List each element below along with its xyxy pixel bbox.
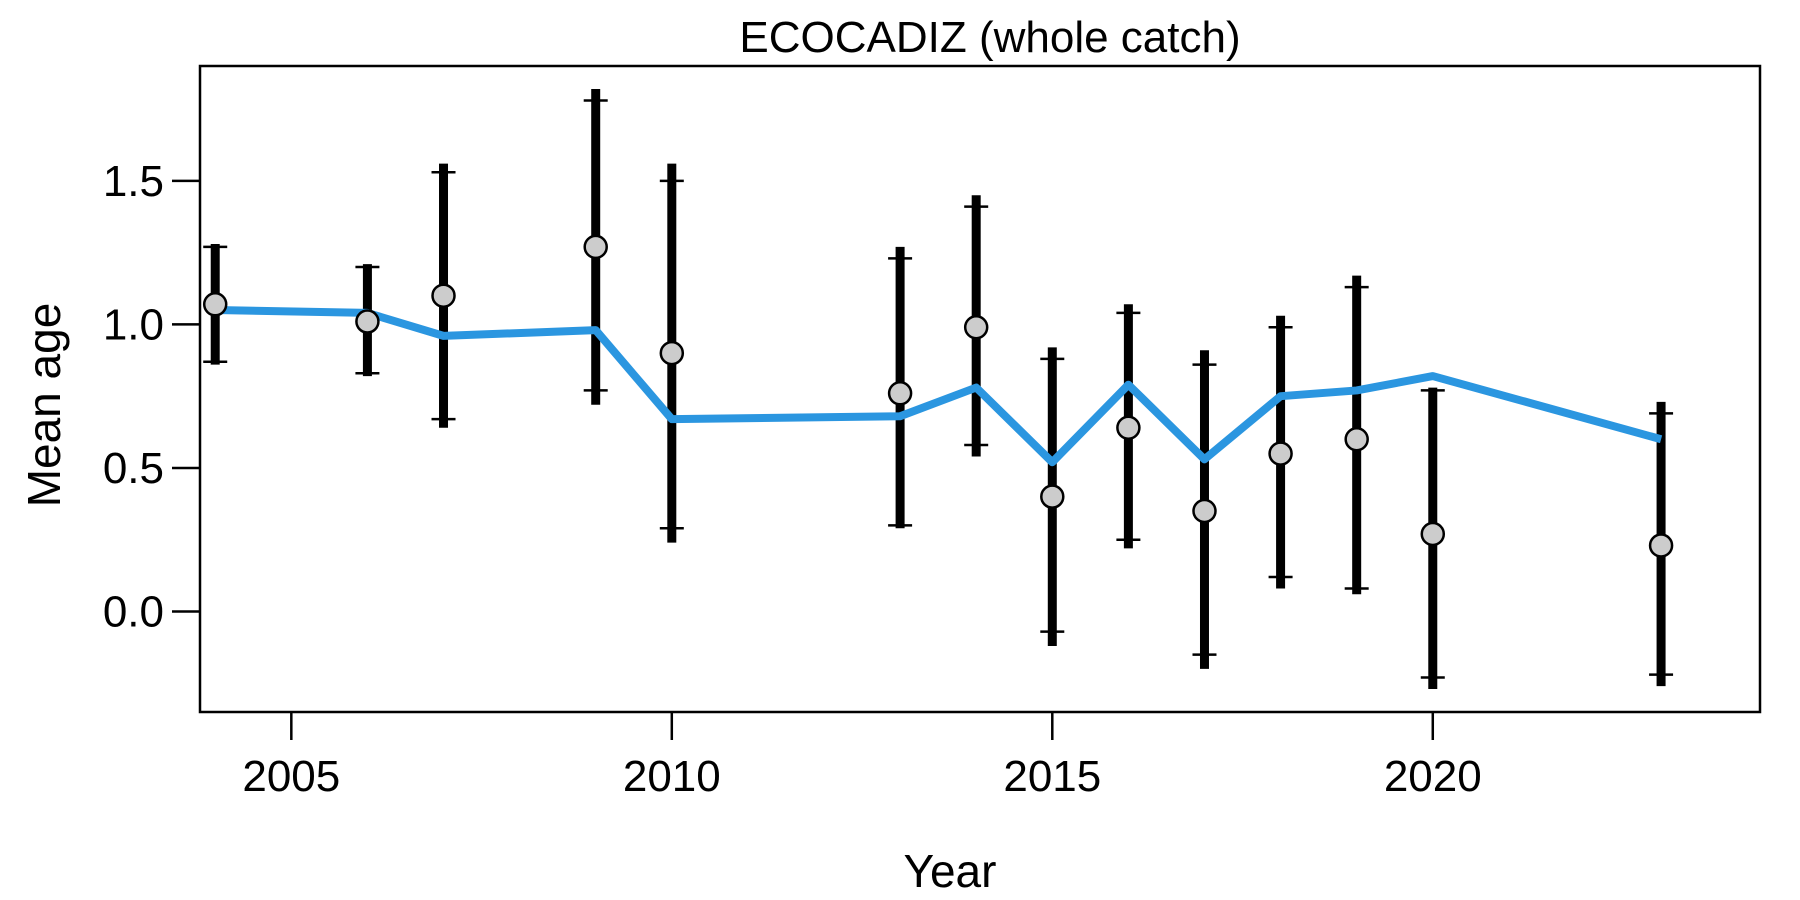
observed-point <box>1648 533 1674 558</box>
observed-point <box>1268 441 1293 466</box>
observed-point <box>355 309 380 334</box>
x-axis-label: Year <box>904 845 997 897</box>
plot-frame <box>198 64 1762 714</box>
x-tick-label: 2010 <box>623 752 721 801</box>
observed-point <box>1344 426 1369 452</box>
observed-point <box>202 292 228 317</box>
observed-point <box>1040 484 1065 509</box>
y-axis-label: Mean age <box>18 303 70 508</box>
expected-line <box>215 306 1663 467</box>
observed-point <box>583 234 608 260</box>
y-tick-label: 0.0 <box>103 588 164 637</box>
observed-point <box>431 283 456 308</box>
observed-point <box>1420 521 1446 547</box>
y-tick-label: 1.5 <box>103 157 164 206</box>
y-tick-label: 1.0 <box>103 300 164 349</box>
expected-series <box>215 306 1663 467</box>
y-axis: 0.0 0.5 1.0 1.5 <box>103 157 200 637</box>
x-axis: 2005 2010 2015 2020 <box>242 712 1482 801</box>
observed-point <box>1116 415 1141 441</box>
error-bars <box>203 88 1674 690</box>
observed-point <box>659 340 685 366</box>
observed-point <box>887 381 913 406</box>
x-tick-label: 2020 <box>1384 752 1482 801</box>
y-tick-label: 0.5 <box>103 444 164 493</box>
observed-point <box>1192 498 1217 524</box>
observed-points <box>202 234 1674 558</box>
chart-title: ECOCADIZ (whole catch) <box>739 13 1240 62</box>
x-tick-label: 2015 <box>1003 752 1101 801</box>
observed-point <box>963 315 989 340</box>
x-tick-label: 2005 <box>242 752 340 801</box>
